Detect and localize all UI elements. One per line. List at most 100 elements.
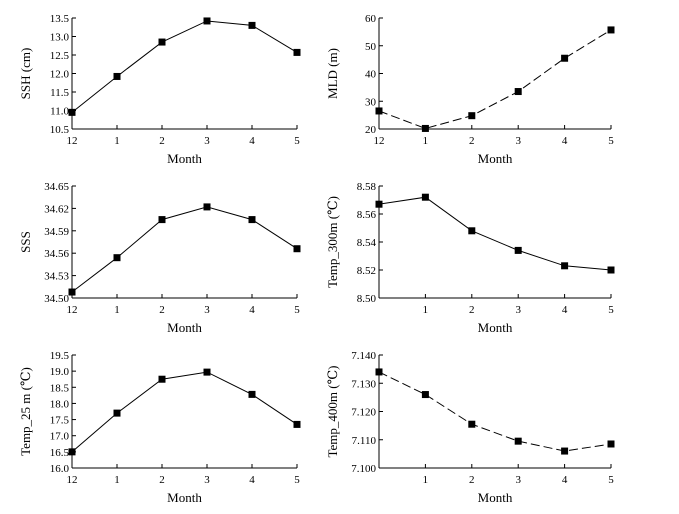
temp-25m-y-tick-label: 16.5 — [50, 447, 70, 459]
temp-400m-x-tick-label: 1 — [423, 474, 429, 486]
mld-y-axis-title: MLD (m) — [325, 48, 340, 99]
temp-25m-series-line — [71, 371, 298, 453]
sss-x-tick-label: 2 — [159, 304, 165, 316]
ssh-y-tick-label: 11.5 — [50, 87, 69, 99]
sss-y-tick-label: 34.59 — [44, 226, 69, 238]
temp-300m-y-tick-label: 8.56 — [357, 209, 377, 221]
sss-point — [248, 216, 256, 224]
temp-300m-x-tick-label: 4 — [562, 304, 568, 316]
temp-25m-point — [113, 409, 121, 417]
temp-300m-point — [607, 266, 615, 274]
mld-x-tick-label: 5 — [608, 135, 614, 147]
ssh-x-tick-label: 2 — [159, 135, 165, 147]
temp-400m-point — [561, 447, 569, 455]
ssh-x-tick-label: 5 — [294, 135, 300, 147]
temp-25m-y-tick-label: 19.5 — [50, 350, 70, 362]
mld-x-tick-label: 4 — [562, 135, 568, 147]
sss-y-tick-label: 34.50 — [44, 293, 69, 305]
sss-series-line — [71, 206, 298, 293]
temp-25m-y-tick-label: 19.0 — [50, 366, 70, 378]
sss-y-tick-label: 34.65 — [44, 181, 69, 193]
temp-400m-y-tick-label: 7.110 — [352, 435, 377, 447]
temp-400m-y-tick-label: 7.130 — [351, 378, 376, 390]
mld-y-tick-label: 40 — [365, 69, 377, 81]
mld-point — [514, 88, 522, 96]
temp-25m-y-tick-label: 17.0 — [50, 431, 70, 443]
sss-x-tick-label: 5 — [294, 304, 300, 316]
mld-point — [468, 112, 476, 120]
temp-300m-x-tick-label: 5 — [608, 304, 614, 316]
temp-300m-point — [421, 193, 429, 201]
temp-300m-series-line — [378, 196, 612, 271]
temp-25m-x-tick-label: 12 — [67, 474, 78, 486]
mld-point — [561, 54, 569, 62]
mld-point — [607, 26, 615, 34]
temp-400m-point — [468, 420, 476, 428]
temp-400m-point — [514, 437, 522, 445]
temp-300m-x-tick-label: 2 — [469, 304, 475, 316]
mld-x-axis-title: Month — [478, 151, 513, 166]
temp-25m-x-tick-label: 2 — [159, 474, 165, 486]
temp-25m-point — [293, 420, 301, 428]
ssh-y-tick-label: 13.0 — [50, 32, 70, 44]
temp-25m-x-tick-label: 4 — [249, 474, 255, 486]
ssh-point — [68, 108, 76, 116]
sss-point — [68, 288, 76, 296]
mld-y-tick-label: 20 — [365, 124, 377, 136]
temp-25m-x-axis-title: Month — [167, 490, 202, 505]
temp-400m-y-tick-label: 7.100 — [351, 463, 376, 475]
sss-x-tick-label: 3 — [204, 304, 210, 316]
temp-25m-y-axis-title: Temp_25 m (℃) — [18, 367, 33, 456]
temp-400m-x-axis-title: Month — [478, 490, 513, 505]
temp-400m-x-tick-label: 4 — [562, 474, 568, 486]
temp-25m-x-tick-label: 1 — [114, 474, 120, 486]
mld-y-tick-label: 60 — [365, 13, 377, 25]
sss-x-tick-label: 1 — [114, 304, 120, 316]
temp-300m-point — [561, 262, 569, 270]
temp-25m-point — [203, 368, 211, 376]
sss-y-tick-label: 34.53 — [44, 271, 69, 283]
ssh-point — [248, 21, 256, 29]
temp-300m-y-tick-label: 8.50 — [357, 293, 377, 305]
sss-x-tick-label: 12 — [67, 304, 78, 316]
ssh-series-line — [71, 20, 298, 113]
mld-x-tick-label: 3 — [515, 135, 521, 147]
temp-300m-y-tick-label: 8.52 — [357, 265, 376, 277]
sss-y-tick-label: 34.56 — [44, 248, 69, 260]
temp-400m-point — [421, 391, 429, 399]
ssh-x-tick-label: 12 — [67, 135, 78, 147]
mld-y-tick-label: 50 — [365, 41, 377, 53]
temp-25m-point — [68, 448, 76, 456]
ssh-point — [293, 48, 301, 56]
panel-temp-25m: 16.016.517.017.518.018.519.019.512 1 2 3 4 5M… — [18, 350, 301, 505]
mld-y-tick-label: 30 — [365, 96, 377, 108]
temp-300m-y-tick-label: 8.54 — [357, 237, 377, 249]
ssh-y-tick-label: 13.5 — [50, 13, 70, 25]
ssh-y-tick-label: 11.0 — [50, 106, 69, 118]
temp-25m-point — [158, 375, 166, 383]
ssh-x-tick-label: 3 — [204, 135, 210, 147]
mld-series-line — [378, 29, 612, 129]
sss-point — [203, 203, 211, 211]
mld-x-tick-label: 2 — [469, 135, 475, 147]
mld-x-tick-label: 1 — [423, 135, 429, 147]
temp-25m-y-tick-label: 16.0 — [50, 463, 70, 475]
ssh-x-tick-label: 4 — [249, 135, 255, 147]
panel-ssh: 10.511.011.512.012.513.013.512 1 2 3 4 5Month… — [18, 13, 301, 166]
mld-x-tick-label: 12 — [374, 135, 385, 147]
ssh-x-tick-label: 1 — [114, 135, 120, 147]
temp-400m-x-tick-label: 5 — [608, 474, 614, 486]
ssh-point — [113, 72, 121, 80]
ssh-y-axis-title: SSH (cm) — [18, 48, 33, 100]
ssh-point — [203, 17, 211, 25]
temp-25m-point — [248, 390, 256, 398]
temp-400m-point — [607, 440, 615, 448]
sss-point — [158, 216, 166, 224]
temp-25m-y-tick-label: 18.0 — [50, 398, 70, 410]
ssh-y-tick-label: 10.5 — [50, 124, 70, 136]
ssh-point — [158, 38, 166, 46]
temp-25m-y-tick-label: 18.5 — [50, 382, 70, 394]
